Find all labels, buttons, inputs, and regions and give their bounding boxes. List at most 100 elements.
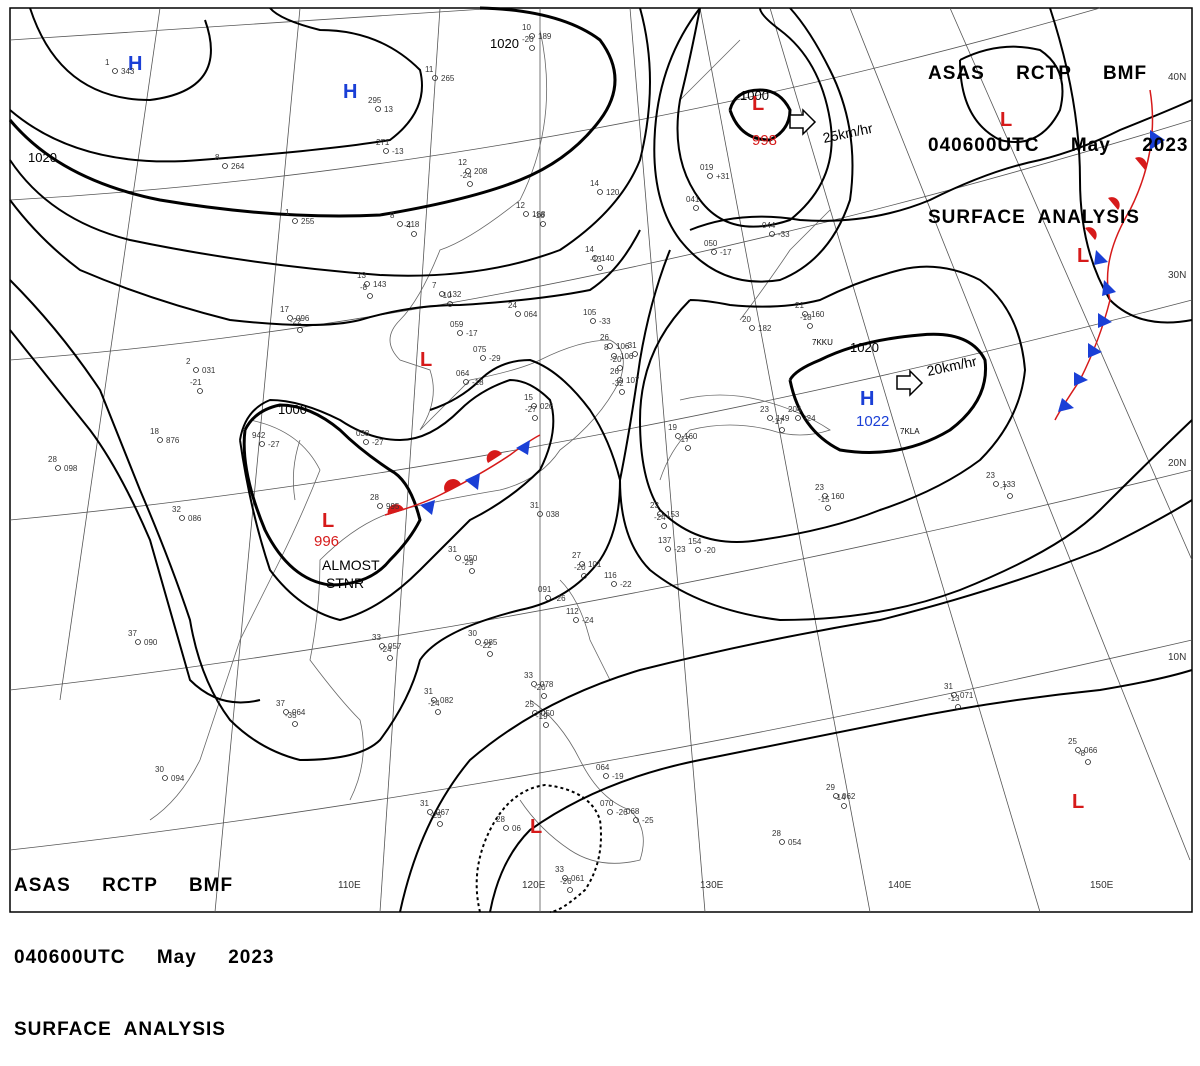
station-plot: 105-33 — [583, 308, 611, 326]
station-value: 28 — [496, 815, 505, 824]
station-value: 21 — [795, 301, 804, 310]
station-value: -20 — [704, 546, 716, 555]
station-value: 160 — [831, 492, 845, 501]
station-plot: 070-26 — [600, 799, 628, 817]
station-value: 942 — [252, 431, 266, 440]
station-plot: -20 — [574, 563, 587, 579]
station-marker — [607, 809, 613, 815]
station-marker — [581, 573, 587, 579]
station-value: -21 — [190, 378, 202, 387]
station-value: 068 — [626, 807, 640, 816]
station-plot: 24 064 — [508, 301, 538, 319]
station-marker — [465, 168, 471, 174]
station-plot: 33 078 — [524, 671, 554, 689]
station-plot: 038-27 — [356, 429, 384, 447]
station-plot: -18 — [800, 313, 813, 329]
station-plot: -24 — [460, 171, 473, 187]
station-marker — [665, 546, 671, 552]
high-center: H — [860, 388, 874, 410]
station-value: 25 — [1068, 737, 1077, 746]
station-marker — [695, 547, 701, 553]
station-value: 06 — [512, 824, 521, 833]
movement-speed: 25km/hr — [821, 120, 874, 146]
station-value: 14 — [590, 179, 599, 188]
isobar-label: 1020 — [28, 150, 57, 165]
station-value: -13 — [590, 255, 602, 264]
station-plot: 21 160 — [795, 301, 825, 319]
station-marker — [467, 181, 473, 187]
station-plot: 7 132 — [432, 281, 462, 299]
high-value: 1022 — [856, 413, 889, 430]
station-value: 2 — [186, 357, 191, 366]
station-value: 064 — [596, 763, 610, 772]
station-value: 26 — [600, 333, 609, 342]
station-plot: -13 — [948, 694, 961, 710]
low-center: L — [1000, 109, 1012, 131]
station-plot: -29 — [462, 558, 475, 574]
station-plot: -21 — [190, 378, 203, 394]
station-value: 295 — [368, 96, 382, 105]
station-marker — [617, 377, 623, 383]
station-plot: -19 — [536, 712, 549, 728]
station-value: 188 — [532, 210, 546, 219]
station-value: -20 — [522, 35, 534, 44]
station-value: 264 — [231, 162, 245, 171]
station-marker — [825, 505, 831, 511]
station-plot: 32 086 — [172, 505, 202, 523]
station-marker — [411, 231, 417, 237]
station-plot: 30 094 — [155, 765, 185, 783]
station-value: 18 — [150, 427, 159, 436]
station-plot: 1 343 — [105, 58, 135, 76]
station-value: -16 — [533, 211, 545, 220]
movement-arrow-2 — [896, 369, 924, 397]
station-marker — [833, 793, 839, 799]
station-plot: 059-17 — [450, 320, 478, 338]
station-plot: -13 — [590, 255, 603, 271]
station-value: 086 — [188, 514, 202, 523]
station-value: -24 — [804, 414, 816, 423]
station-plot: -22 — [290, 317, 303, 333]
station-marker — [179, 515, 185, 521]
header-line-2: 040600UTC May 2023 — [928, 135, 1189, 156]
station-marker — [1075, 747, 1081, 753]
meridian-lines — [59, 7, 1193, 913]
station-value: 140 — [601, 254, 615, 263]
station-marker — [633, 817, 639, 823]
station-value: 876 — [166, 436, 180, 445]
station-value: 096 — [296, 314, 310, 323]
station-plot: 28 06 — [496, 815, 521, 833]
station-value: 075 — [473, 345, 487, 354]
station-value: -17 — [466, 329, 478, 338]
station-plot: 37 064 — [276, 699, 306, 717]
station-marker — [529, 45, 535, 51]
station-value: 133 — [1002, 480, 1016, 489]
station-marker — [531, 403, 537, 409]
station-plot: -20 — [534, 683, 547, 699]
station-value: 25 — [525, 700, 534, 709]
station-marker — [487, 651, 493, 657]
station-plot: -26 — [560, 877, 573, 893]
station-value: -20 — [610, 355, 622, 364]
latitude-label: 10N — [1168, 652, 1186, 663]
station-marker — [157, 437, 163, 443]
station-value: -20 — [534, 683, 546, 692]
isobar-label: 1020 — [850, 340, 879, 355]
station-value: -32 — [612, 379, 624, 388]
station-plot: 8 218 — [390, 211, 420, 229]
station-plot: 26 107 — [610, 367, 640, 385]
station-marker — [531, 681, 537, 687]
station-marker — [603, 773, 609, 779]
station-marker — [597, 265, 603, 271]
station-marker — [693, 205, 699, 211]
station-marker — [661, 523, 667, 529]
station-marker — [197, 388, 203, 394]
station-value: 091 — [538, 585, 552, 594]
station-value: 1 — [285, 208, 290, 217]
coastlines — [149, 29, 831, 864]
station-marker — [162, 775, 168, 781]
station-marker — [657, 511, 663, 517]
station-marker — [579, 561, 585, 567]
station-plot: 23 153 — [650, 501, 680, 519]
longitude-label: 150E — [1090, 880, 1114, 891]
